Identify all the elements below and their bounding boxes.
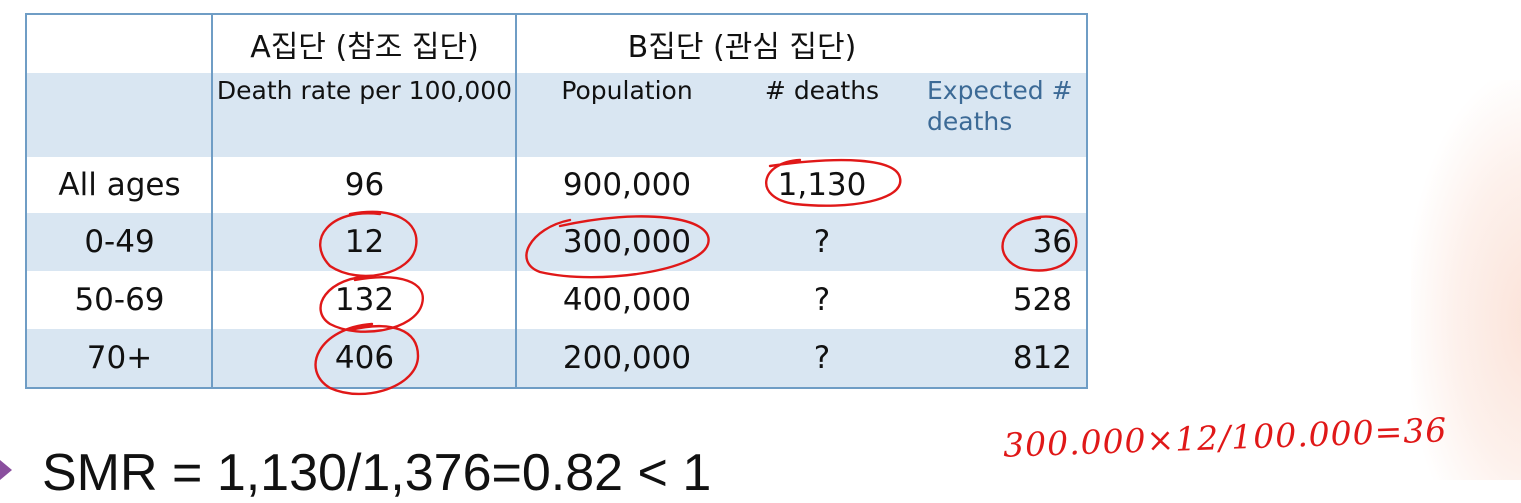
group-b-header: B집단 (관심 집단)	[627, 30, 857, 65]
age-group-cell: 50-69	[74, 282, 165, 318]
expected-deaths-header: Expected # deaths	[927, 76, 1073, 136]
expected-deaths-cell: 528	[1012, 282, 1072, 318]
subheader-row: Death rate per 100,000 Population # deat…	[27, 73, 1086, 157]
table-row: All ages 96 900,000 1,130	[27, 157, 1086, 213]
expected-deaths-cell: 36	[1032, 224, 1072, 260]
population-header: Population	[561, 76, 693, 105]
population-cell: 300,000	[562, 224, 692, 260]
deaths-cell: ?	[813, 282, 831, 318]
age-group-cell: All ages	[58, 167, 181, 203]
table-row: 50-69 132 400,000 ? 528	[27, 271, 1086, 329]
population-cell: 200,000	[562, 340, 692, 376]
death-rate-cell: 96	[344, 167, 385, 203]
deaths-header: # deaths	[764, 76, 880, 105]
group-a-header: A집단 (참조 집단)	[250, 30, 479, 65]
column-divider	[515, 15, 517, 387]
expected-deaths-cell: 812	[1012, 340, 1072, 376]
population-cell: 900,000	[562, 167, 692, 203]
handwritten-calculation: 300.000×12/100.000=36	[1002, 410, 1448, 465]
deaths-cell: ?	[813, 224, 831, 260]
age-group-cell: 0-49	[84, 224, 155, 260]
table-row: 0-49 12 300,000 ? 36	[27, 213, 1086, 271]
death-rate-header: Death rate per 100,000	[216, 76, 513, 105]
expected-deaths-cell	[907, 157, 1072, 213]
age-group-cell: 70+	[86, 340, 153, 376]
deaths-cell: ?	[813, 340, 831, 376]
column-divider	[211, 15, 213, 387]
table-row: 70+ 406 200,000 ? 812	[27, 329, 1086, 387]
smr-formula: SMR = 1,130/1,376=0.82 < 1	[42, 444, 712, 502]
population-cell: 400,000	[562, 282, 692, 318]
death-rate-cell: 12	[344, 224, 385, 260]
deaths-cell: 1,130	[777, 167, 867, 203]
bullet-arrow-icon	[0, 460, 12, 480]
death-rate-cell: 406	[334, 340, 395, 376]
group-header-row: A집단 (참조 집단) B집단 (관심 집단)	[27, 15, 1086, 73]
background-glow	[1411, 80, 1521, 480]
smr-table: A집단 (참조 집단) B집단 (관심 집단) Death rate per 1…	[25, 13, 1088, 389]
death-rate-cell: 132	[334, 282, 395, 318]
